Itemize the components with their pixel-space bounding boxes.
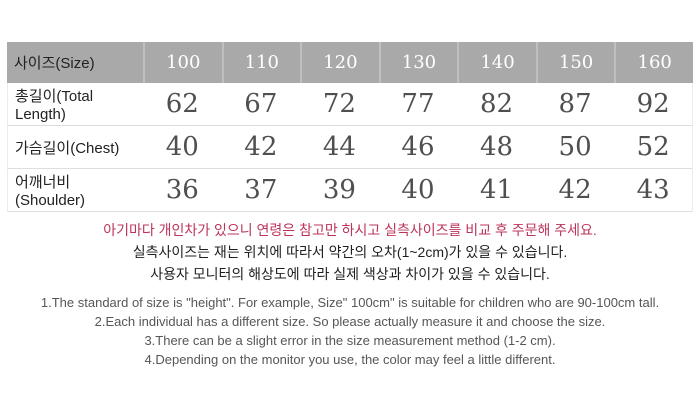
notice-en-4: 4.Depending on the monitor you use, the … <box>144 352 556 367</box>
row-label-chest: 가슴길이(Chest) <box>7 126 143 169</box>
size-header-130: 130 <box>378 42 458 83</box>
shoulder-value: 40 <box>378 169 458 212</box>
shoulder-value: 43 <box>614 169 693 212</box>
table-row-shoulder: 어깨너비 (Shoulder) 36 37 39 40 41 42 43 <box>7 169 693 212</box>
shoulder-value: 36 <box>143 169 222 212</box>
notice-en-2: 2.Each individual has a different size. … <box>94 314 606 329</box>
size-header-label: 사이즈(Size) <box>7 42 143 83</box>
notice-ko-measure-error: 실측사이즈는 재는 위치에 따라서 약간의 오차(1~2cm)가 있을 수 있습… <box>132 244 568 260</box>
notice-en-block: 1.The standard of size is "height". For … <box>0 293 700 369</box>
size-header-120: 120 <box>300 42 379 83</box>
row-label-shoulder: 어깨너비 (Shoulder) <box>7 169 143 212</box>
size-table-header-row: 사이즈(Size) 100 110 120 130 140 150 160 <box>7 42 693 83</box>
notice-block: 아기마다 개인차가 있으니 연령은 참고만 하시고 실측사이즈를 비교 후 주문… <box>0 219 700 369</box>
notice-ko-monitor: 사용자 모니터의 해상도에 따라 실제 색상과 차이가 있을 수 있습니다. <box>150 266 550 282</box>
total-length-value: 77 <box>378 83 458 126</box>
chest-value: 50 <box>535 126 615 169</box>
chest-value: 42 <box>221 126 301 169</box>
size-table: 사이즈(Size) 100 110 120 130 140 150 160 총길… <box>7 42 693 212</box>
notice-en-1: 1.The standard of size is "height". For … <box>40 295 660 310</box>
chest-value: 46 <box>378 126 458 169</box>
size-header-150: 150 <box>535 42 615 83</box>
table-row-total-length: 총길이(Total Length) 62 67 72 77 82 87 92 <box>7 83 693 126</box>
row-label-total-length: 총길이(Total Length) <box>7 83 143 126</box>
size-header-100: 100 <box>143 42 222 83</box>
size-header-140: 140 <box>457 42 536 83</box>
notice-ko-highlight: 아기마다 개인차가 있으니 연령은 참고만 하시고 실측사이즈를 비교 후 주문… <box>103 222 597 238</box>
size-header-160: 160 <box>614 42 693 83</box>
chest-value: 48 <box>457 126 536 169</box>
shoulder-value: 37 <box>221 169 301 212</box>
size-header-110: 110 <box>221 42 301 83</box>
chest-value: 44 <box>300 126 379 169</box>
chest-value: 52 <box>614 126 693 169</box>
total-length-value: 92 <box>614 83 693 126</box>
notice-en-3: 3.There can be a slight error in the siz… <box>144 333 556 348</box>
total-length-value: 87 <box>535 83 615 126</box>
chest-value: 40 <box>143 126 222 169</box>
shoulder-value: 41 <box>457 169 536 212</box>
total-length-value: 82 <box>457 83 536 126</box>
total-length-value: 62 <box>143 83 222 126</box>
total-length-value: 72 <box>300 83 379 126</box>
total-length-value: 67 <box>221 83 301 126</box>
shoulder-value: 39 <box>300 169 379 212</box>
table-row-chest: 가슴길이(Chest) 40 42 44 46 48 50 52 <box>7 126 693 169</box>
shoulder-value: 42 <box>535 169 615 212</box>
